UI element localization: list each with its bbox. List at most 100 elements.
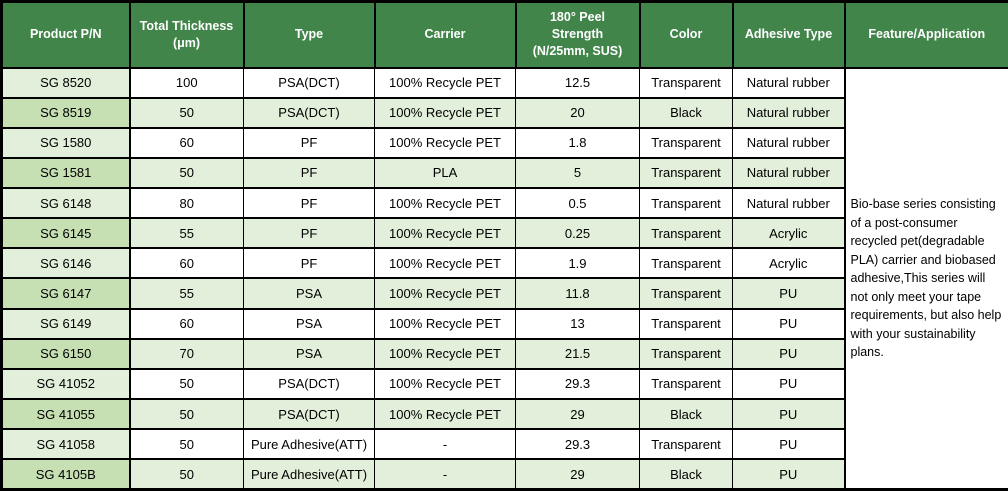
peel-strength-cell: 0.5 — [515, 187, 640, 220]
product-pn-cell: SG 41052 — [1, 367, 131, 401]
carrier-cell: 100% Recycle PET — [374, 247, 516, 280]
adhesive-type-cell: Natural rubber — [732, 156, 845, 190]
table-row: SG 6150 70 PSA 100% Recycle PET 21.5 Transpar… — [1, 337, 1008, 370]
product-pn-cell: SG 41055 — [1, 398, 131, 431]
adhesive-type-cell: Acrylic — [732, 247, 845, 280]
product-pn-cell: SG 41058 — [1, 428, 131, 461]
type-cell: PSA — [243, 337, 375, 370]
carrier-cell: 100% Recycle PET — [374, 277, 516, 310]
type-cell: PSA(DCT) — [243, 66, 375, 99]
peel-strength-cell: 12.5 — [515, 66, 640, 99]
carrier-cell: 100% Recycle PET — [374, 96, 516, 129]
carrier-cell: 100% Recycle PET — [374, 66, 516, 99]
total-thickness-cell: 70 — [129, 337, 244, 370]
total-thickness-cell: 100 — [129, 66, 244, 99]
table-row: SG 6145 55 PF 100% Recycle PET 0.25 Transpare… — [1, 217, 1008, 250]
color-cell: Black — [639, 96, 733, 129]
total-thickness-cell: 60 — [129, 126, 244, 159]
table-row: SG 6147 55 PSA 100% Recycle PET 11.8 Transpar… — [1, 277, 1008, 310]
color-cell: Transparent — [639, 247, 733, 280]
carrier-cell: 100% Recycle PET — [374, 398, 516, 431]
total-thickness-cell: 60 — [129, 307, 244, 340]
type-cell: PSA — [243, 307, 375, 340]
carrier-cell: 100% Recycle PET — [374, 126, 516, 159]
col-header-adhesive-type: Adhesive Type — [731, 0, 846, 69]
feature-application-cell: Bio-base series consisting of a post-con… — [843, 66, 1008, 491]
peel-strength-cell: 11.8 — [515, 277, 640, 310]
peel-strength-cell: 29 — [515, 458, 640, 491]
adhesive-type-cell: PU — [732, 458, 845, 491]
type-cell: PF — [243, 126, 375, 159]
adhesive-type-cell: PU — [732, 277, 845, 310]
peel-strength-cell: 5 — [515, 156, 640, 190]
adhesive-type-cell: PU — [732, 398, 845, 431]
peel-strength-cell: 13 — [515, 307, 640, 340]
adhesive-type-cell: PU — [732, 337, 845, 370]
table-body: SG 8520 100 PSA(DCT) 100% Recycle PET 12.5 Tr… — [1, 66, 1008, 491]
product-pn-cell: SG 6148 — [1, 187, 131, 220]
color-cell: Transparent — [639, 428, 733, 461]
type-cell: PSA — [243, 277, 375, 310]
peel-strength-cell: 0.25 — [515, 217, 640, 250]
total-thickness-cell: 55 — [129, 277, 244, 310]
col-header-feature-application: Feature/Application — [843, 0, 1008, 69]
product-pn-cell: SG 8520 — [1, 66, 131, 99]
col-header-color: Color — [638, 0, 734, 69]
adhesive-type-cell: PU — [732, 428, 845, 461]
peel-strength-cell: 20 — [515, 96, 640, 129]
color-cell: Transparent — [639, 156, 733, 190]
color-cell: Transparent — [639, 337, 733, 370]
color-cell: Transparent — [639, 307, 733, 340]
type-cell: Pure Adhesive(ATT) — [243, 428, 375, 461]
carrier-cell: 100% Recycle PET — [374, 307, 516, 340]
type-cell: PSA(DCT) — [243, 367, 375, 401]
col-header-carrier: Carrier — [373, 0, 517, 69]
col-header-type: Type — [242, 0, 376, 69]
type-cell: PSA(DCT) — [243, 398, 375, 431]
adhesive-type-cell: Natural rubber — [732, 96, 845, 129]
table-row: SG 41055 50 PSA(DCT) 100% Recycle PET 29 Blac… — [1, 398, 1008, 431]
adhesive-type-cell: Natural rubber — [732, 66, 845, 99]
table-row: SG 8519 50 PSA(DCT) 100% Recycle PET 20 Black… — [1, 96, 1008, 129]
total-thickness-cell: 50 — [129, 96, 244, 129]
col-header-total-thickness: Total Thickness (μm) — [128, 0, 245, 69]
col-header-product-pn: Product P/N — [0, 0, 131, 69]
adhesive-type-cell: PU — [732, 307, 845, 340]
carrier-cell: 100% Recycle PET — [374, 367, 516, 401]
table-row: SG 6149 60 PSA 100% Recycle PET 13 Transparen… — [1, 307, 1008, 340]
color-cell: Transparent — [639, 187, 733, 220]
table-row: SG 6146 60 PF 100% Recycle PET 1.9 Transparen… — [1, 247, 1008, 280]
table-row: SG 1580 60 PF 100% Recycle PET 1.8 Transparen… — [1, 126, 1008, 159]
type-cell: Pure Adhesive(ATT) — [243, 458, 375, 491]
product-pn-cell: SG 8519 — [1, 96, 131, 129]
col-header-peel-strength: 180° Peel Strength (N/25mm, SUS) — [514, 0, 641, 69]
table-header: Product P/N Total Thickness (μm) Type Ca… — [0, 0, 1008, 69]
table-row: SG 41052 50 PSA(DCT) 100% Recycle PET 29.3 Tr… — [1, 367, 1008, 401]
color-cell: Transparent — [639, 367, 733, 401]
carrier-cell: 100% Recycle PET — [374, 187, 516, 220]
table-row: SG 1581 50 PF PLA 5 Transparent Natural rubber — [1, 156, 1008, 190]
adhesive-type-cell: Natural rubber — [732, 187, 845, 220]
type-cell: PF — [243, 217, 375, 250]
peel-strength-cell: 29 — [515, 398, 640, 431]
color-cell: Transparent — [639, 66, 733, 99]
color-cell: Black — [639, 458, 733, 491]
product-pn-cell: SG 6149 — [1, 307, 131, 340]
table-row: SG 6148 80 PF 100% Recycle PET 0.5 Transparen… — [1, 187, 1008, 220]
header-row: Product P/N Total Thickness (μm) Type Ca… — [0, 0, 1008, 69]
total-thickness-cell: 50 — [129, 367, 244, 401]
color-cell: Transparent — [639, 126, 733, 159]
peel-strength-cell: 1.8 — [515, 126, 640, 159]
carrier-cell: 100% Recycle PET — [374, 217, 516, 250]
product-pn-cell: SG 1581 — [1, 156, 131, 190]
color-cell: Transparent — [639, 217, 733, 250]
carrier-cell: - — [374, 428, 516, 461]
table-row: SG 4105B 50 Pure Adhesive(ATT) -29 Black PU — [1, 458, 1008, 491]
total-thickness-cell: 80 — [129, 187, 244, 220]
product-pn-cell: SG 6150 — [1, 337, 131, 370]
total-thickness-cell: 50 — [129, 156, 244, 190]
carrier-cell: PLA — [374, 156, 516, 190]
color-cell: Black — [639, 398, 733, 431]
